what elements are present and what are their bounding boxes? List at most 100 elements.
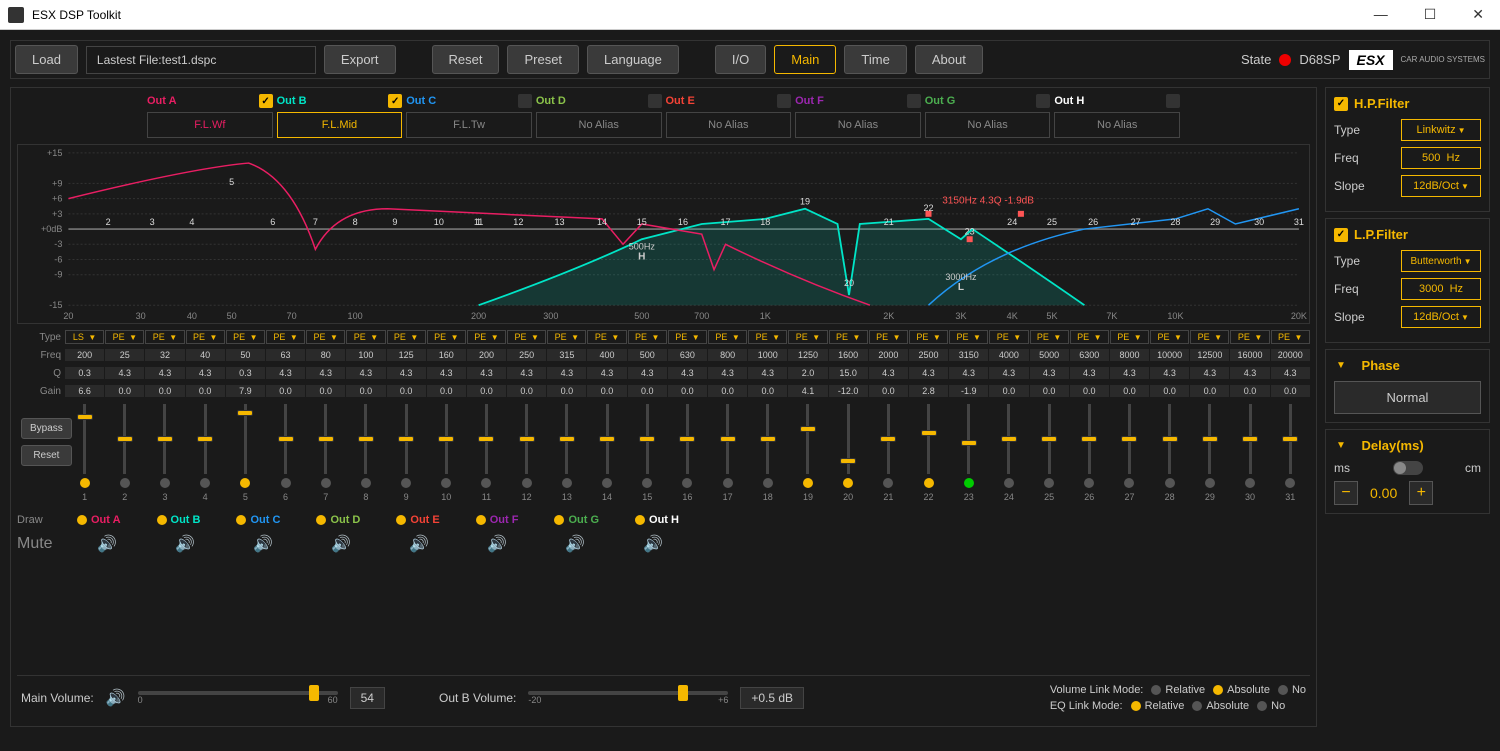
eq-band-26-indicator[interactable] [1084,478,1094,488]
eq-band-22-indicator[interactable] [924,478,934,488]
eq-band-6-freq[interactable]: 63 [266,349,305,361]
eq-band-8-q[interactable]: 4.3 [346,367,385,379]
eq-band-6-slider[interactable] [284,404,287,474]
bypass-button[interactable]: Bypass [21,418,72,439]
mute-out-D[interactable]: 🔊 [311,534,371,554]
eq-band-17-indicator[interactable] [723,478,733,488]
out-D-checkbox[interactable] [648,94,662,108]
eq-band-17-q[interactable]: 4.3 [708,367,747,379]
eq-band-4-gain[interactable]: 0.0 [186,385,225,397]
eq-band-10-q[interactable]: 4.3 [427,367,466,379]
eq-band-4-type[interactable]: PE ▼ [186,330,225,344]
out-C-alias[interactable]: F.L.Tw [406,112,532,138]
eq-band-20-gain[interactable]: -12.0 [829,385,868,397]
eq-band-17-freq[interactable]: 800 [708,349,747,361]
eq-band-29-freq[interactable]: 12500 [1190,349,1229,361]
eq-band-25-freq[interactable]: 5000 [1030,349,1069,361]
eq-band-7-type[interactable]: PE ▼ [306,330,345,344]
eq-band-12-slider[interactable] [525,404,528,474]
eq-band-14-freq[interactable]: 400 [587,349,626,361]
eq-band-26-freq[interactable]: 6300 [1070,349,1109,361]
out-A-alias[interactable]: F.L.Wf [147,112,273,138]
eq-band-5-slider[interactable] [244,404,247,474]
eq-band-28-freq[interactable]: 10000 [1150,349,1189,361]
eq-band-12-freq[interactable]: 250 [507,349,546,361]
delay-unit-toggle[interactable] [1393,461,1423,475]
eq-band-11-gain[interactable]: 0.0 [467,385,506,397]
language-button[interactable]: Language [587,45,679,74]
main-volume-slider[interactable] [138,691,338,695]
eq-band-26-slider[interactable] [1088,404,1091,474]
eq-band-28-type[interactable]: PE ▼ [1150,330,1189,344]
eq-band-27-indicator[interactable] [1124,478,1134,488]
eq-band-2-type[interactable]: PE ▼ [105,330,144,344]
eq-band-9-indicator[interactable] [401,478,411,488]
eq-band-31-q[interactable]: 4.3 [1271,367,1310,379]
eq-band-14-slider[interactable] [606,404,609,474]
maximize-button[interactable]: ☐ [1416,4,1445,25]
out-D-alias[interactable]: No Alias [536,112,662,138]
eq-band-27-type[interactable]: PE ▼ [1110,330,1149,344]
eq-band-28-q[interactable]: 4.3 [1150,367,1189,379]
eq-reset-button[interactable]: Reset [21,445,72,466]
eq-band-9-gain[interactable]: 0.0 [387,385,426,397]
eq-band-29-slider[interactable] [1208,404,1211,474]
eq-band-11-slider[interactable] [485,404,488,474]
delay-plus-button[interactable]: + [1409,481,1433,505]
eq-band-3-q[interactable]: 4.3 [145,367,184,379]
eq-band-21-q[interactable]: 4.3 [869,367,908,379]
mute-out-H[interactable]: 🔊 [623,534,683,554]
main-tab[interactable]: Main [774,45,836,74]
lp-type-select[interactable]: Butterworth▼ [1401,250,1481,272]
eq-band-27-q[interactable]: 4.3 [1110,367,1149,379]
eq-band-2-slider[interactable] [123,404,126,474]
eq-band-16-type[interactable]: PE ▼ [668,330,707,344]
lp-freq-input[interactable]: 3000 Hz [1401,278,1481,300]
eq-band-8-freq[interactable]: 100 [346,349,385,361]
vlm-no[interactable]: No [1278,684,1306,696]
eq-band-30-q[interactable]: 4.3 [1230,367,1269,379]
eq-band-4-q[interactable]: 4.3 [186,367,225,379]
hp-filter-checkbox[interactable]: ✓ [1334,97,1348,111]
eq-band-19-q[interactable]: 2.0 [788,367,827,379]
eq-band-22-freq[interactable]: 2500 [909,349,948,361]
eq-band-25-q[interactable]: 4.3 [1030,367,1069,379]
eq-band-2-indicator[interactable] [120,478,130,488]
eq-chart[interactable]: +15+9+6+3+0dB-3-6-9-15203040507010020030… [17,144,1310,324]
minimize-button[interactable]: — [1366,4,1396,25]
eq-band-27-gain[interactable]: 0.0 [1110,385,1149,397]
export-button[interactable]: Export [324,45,396,74]
eq-band-8-type[interactable]: PE ▼ [346,330,385,344]
mute-out-B[interactable]: 🔊 [155,534,215,554]
draw-out-D[interactable]: Out D [316,514,360,526]
eq-band-23-q[interactable]: 4.3 [949,367,988,379]
eq-band-9-type[interactable]: PE ▼ [387,330,426,344]
eq-band-25-slider[interactable] [1048,404,1051,474]
eqlm-relative[interactable]: Relative [1131,700,1185,712]
eq-band-13-slider[interactable] [565,404,568,474]
eq-band-10-type[interactable]: PE ▼ [427,330,466,344]
out-G-checkbox[interactable] [1036,94,1050,108]
eq-band-13-freq[interactable]: 315 [547,349,586,361]
eq-band-16-q[interactable]: 4.3 [668,367,707,379]
eq-band-11-type[interactable]: PE ▼ [467,330,506,344]
eq-band-31-type[interactable]: PE ▼ [1271,330,1310,344]
eq-band-4-freq[interactable]: 40 [186,349,225,361]
eq-band-7-q[interactable]: 4.3 [306,367,345,379]
eq-band-25-indicator[interactable] [1044,478,1054,488]
eq-band-28-gain[interactable]: 0.0 [1150,385,1189,397]
eq-band-22-slider[interactable] [927,404,930,474]
eq-band-25-gain[interactable]: 0.0 [1030,385,1069,397]
reset-button[interactable]: Reset [432,45,500,74]
eq-band-16-indicator[interactable] [682,478,692,488]
eq-band-22-gain[interactable]: 2.8 [909,385,948,397]
eq-band-19-slider[interactable] [806,404,809,474]
eq-band-1-type[interactable]: LS ▼ [65,330,104,344]
eq-band-12-indicator[interactable] [522,478,532,488]
eq-band-30-freq[interactable]: 16000 [1230,349,1269,361]
eq-band-8-slider[interactable] [364,404,367,474]
mute-out-E[interactable]: 🔊 [389,534,449,554]
eq-band-31-gain[interactable]: 0.0 [1271,385,1310,397]
eq-band-3-freq[interactable]: 32 [145,349,184,361]
eq-band-13-gain[interactable]: 0.0 [547,385,586,397]
